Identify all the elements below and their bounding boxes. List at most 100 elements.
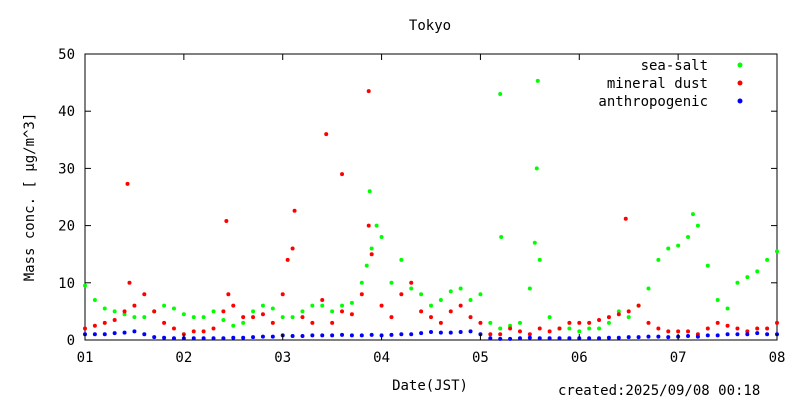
data-point — [171, 336, 176, 341]
data-point — [468, 297, 473, 302]
data-point — [201, 329, 206, 334]
legend-marker — [737, 80, 743, 86]
data-point — [577, 329, 582, 334]
data-point — [587, 320, 592, 325]
data-point — [201, 315, 206, 320]
data-point — [231, 323, 236, 328]
data-point — [226, 292, 231, 297]
data-point — [92, 332, 97, 337]
data-point — [340, 172, 345, 177]
data-point — [448, 289, 453, 294]
data-point — [112, 331, 117, 336]
data-point — [92, 297, 97, 302]
data-point — [458, 329, 463, 334]
data-point — [567, 320, 572, 325]
series-sea-salt — [83, 78, 779, 334]
data-point — [527, 332, 532, 337]
data-point — [695, 223, 700, 228]
legend-label: sea-salt — [641, 58, 708, 74]
data-point — [171, 326, 176, 331]
data-point — [755, 326, 760, 331]
data-point — [122, 309, 127, 314]
data-point — [534, 166, 539, 171]
data-point — [715, 320, 720, 325]
data-point — [686, 329, 691, 334]
data-point — [399, 292, 404, 297]
series-anthropogenic — [83, 329, 779, 341]
data-point — [270, 306, 275, 311]
data-point — [241, 315, 246, 320]
plot-border — [84, 53, 778, 341]
data-point — [270, 334, 275, 339]
x-tick-label: 04 — [373, 350, 390, 366]
x-tick-label: 05 — [472, 350, 489, 366]
data-point — [162, 320, 167, 325]
data-point — [83, 326, 87, 331]
created-timestamp: created:2025/09/08 00:18 — [558, 383, 761, 399]
data-point — [646, 286, 651, 291]
y-tick-label: 10 — [58, 276, 75, 292]
data-point — [547, 315, 552, 320]
data-point — [409, 332, 414, 337]
data-point — [359, 292, 364, 297]
data-point — [270, 320, 275, 325]
data-point — [666, 335, 671, 340]
data-point — [429, 303, 433, 308]
data-point — [636, 303, 641, 308]
data-point — [241, 335, 246, 340]
data-point — [532, 240, 537, 245]
data-point — [300, 309, 305, 314]
data-point — [626, 315, 631, 320]
chart-title: Tokyo — [409, 18, 451, 34]
data-point — [448, 330, 453, 335]
data-point — [616, 335, 621, 340]
data-point — [211, 309, 216, 314]
data-point — [419, 309, 424, 314]
data-point — [537, 326, 542, 331]
data-point — [349, 312, 354, 317]
data-point — [142, 292, 147, 297]
data-point — [221, 336, 226, 341]
y-tick-label: 20 — [58, 219, 75, 235]
data-point — [369, 246, 374, 251]
data-point — [745, 329, 750, 334]
x-tick-label: 08 — [769, 350, 786, 366]
data-point — [458, 286, 463, 291]
data-point — [127, 280, 132, 285]
data-point — [508, 336, 513, 341]
data-point — [587, 326, 592, 331]
y-tick-label: 50 — [58, 47, 75, 63]
data-point — [132, 329, 137, 334]
data-point — [537, 336, 542, 341]
data-point — [330, 320, 335, 325]
data-point — [221, 309, 226, 314]
data-point — [695, 334, 700, 339]
x-tick-label: 07 — [670, 350, 687, 366]
data-point — [458, 303, 463, 308]
data-point — [567, 326, 572, 331]
series-layer — [83, 78, 779, 341]
data-point — [191, 329, 196, 334]
data-point — [300, 333, 305, 338]
data-point — [231, 335, 236, 340]
data-point — [409, 280, 414, 285]
data-point — [606, 315, 611, 320]
data-point — [374, 223, 379, 228]
data-point — [419, 292, 424, 297]
x-tick-label: 06 — [571, 350, 588, 366]
data-point — [597, 317, 602, 322]
data-point — [557, 326, 562, 331]
data-point — [646, 320, 651, 325]
data-point — [705, 326, 710, 331]
data-point — [666, 329, 671, 334]
data-point — [656, 326, 661, 331]
data-point — [547, 329, 552, 334]
data-point — [231, 303, 236, 308]
data-point — [125, 181, 130, 186]
data-point — [755, 331, 760, 336]
data-point — [537, 257, 542, 262]
data-point — [508, 326, 513, 331]
data-point — [517, 336, 522, 341]
data-point — [364, 263, 369, 268]
data-point — [349, 300, 354, 305]
